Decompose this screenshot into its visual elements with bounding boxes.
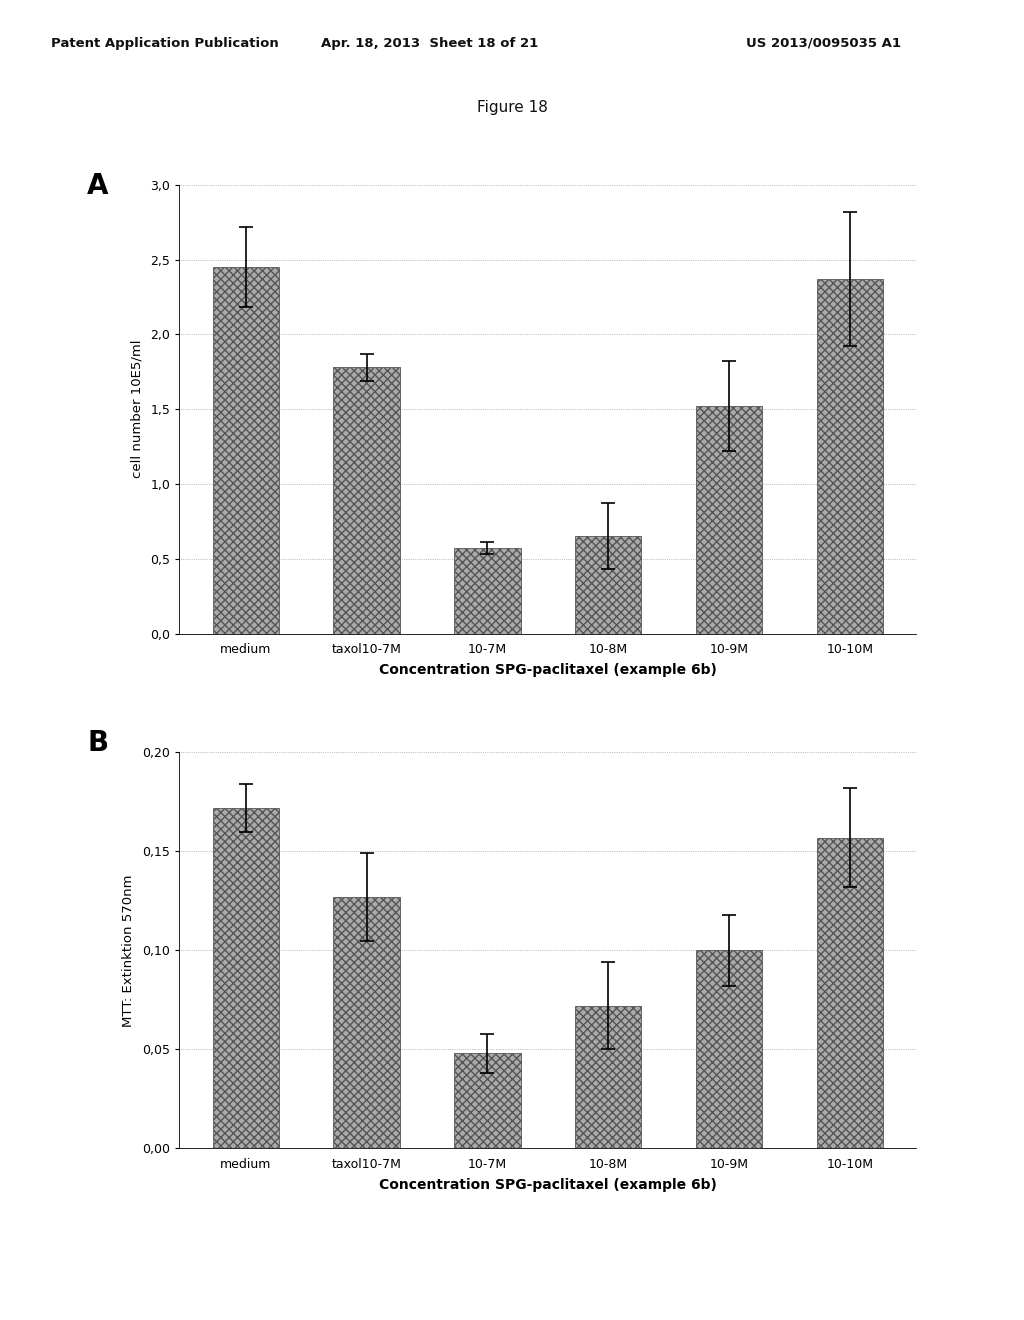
- Bar: [455, 1053, 520, 1148]
- X-axis label: Concentration SPG-paclitaxel (example 6b): Concentration SPG-paclitaxel (example 6b…: [379, 1177, 717, 1192]
- Text: US 2013/0095035 A1: US 2013/0095035 A1: [746, 37, 901, 50]
- Bar: [695, 950, 762, 1148]
- Bar: [213, 267, 280, 634]
- Bar: [816, 279, 883, 634]
- Bar: [575, 1006, 641, 1148]
- Bar: [695, 407, 762, 634]
- Bar: [334, 898, 400, 1148]
- Text: Figure 18: Figure 18: [476, 100, 548, 115]
- Text: Apr. 18, 2013  Sheet 18 of 21: Apr. 18, 2013 Sheet 18 of 21: [322, 37, 539, 50]
- Text: A: A: [87, 172, 109, 199]
- Bar: [334, 367, 400, 634]
- Bar: [575, 536, 641, 634]
- Bar: [213, 808, 280, 1148]
- X-axis label: Concentration SPG-paclitaxel (example 6b): Concentration SPG-paclitaxel (example 6b…: [379, 663, 717, 677]
- Text: Patent Application Publication: Patent Application Publication: [51, 37, 279, 50]
- Bar: [816, 837, 883, 1148]
- Y-axis label: cell number 10E5/ml: cell number 10E5/ml: [130, 341, 143, 478]
- Bar: [455, 548, 520, 634]
- Text: B: B: [87, 729, 109, 756]
- Y-axis label: MTT: Extinktion 570nm: MTT: Extinktion 570nm: [122, 874, 135, 1027]
